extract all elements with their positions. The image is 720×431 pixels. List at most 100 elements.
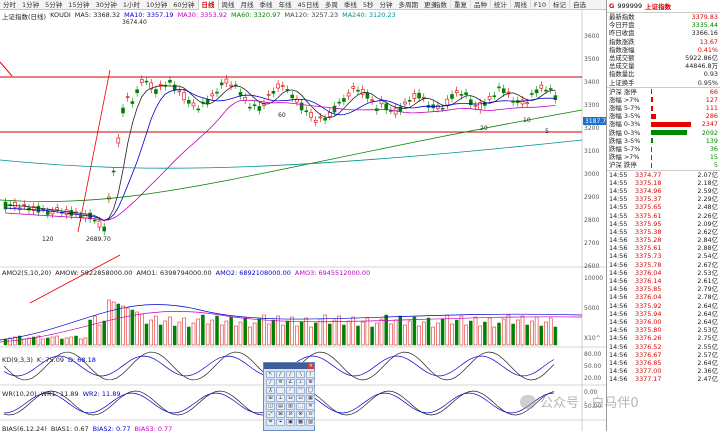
draw-tool-icon[interactable]: ↖ (266, 371, 275, 378)
volume-bar (436, 322, 440, 346)
tick-price: 3376.67 (635, 350, 662, 359)
draw-tool-icon[interactable]: ⌗ (266, 419, 275, 426)
toolbar-button[interactable]: 品种 (470, 0, 490, 10)
period-tab[interactable]: 10分钟 (145, 0, 168, 9)
breadth-row: 跌幅 >7% 15 (607, 153, 720, 161)
tick-row: 14:56 3377.17 2.47亿 (607, 375, 720, 383)
period-tab[interactable]: 周线 (221, 0, 235, 9)
period-tab[interactable]: 30分钟 (95, 0, 117, 9)
draw-tool-icon[interactable]: ⊗ (296, 411, 305, 418)
breadth-value: 127 (705, 95, 718, 104)
draw-tool-icon[interactable]: ▥ (286, 403, 295, 410)
period-tab[interactable]: 分钟 (379, 0, 393, 9)
tick-price: 3374.77 (635, 170, 662, 179)
volume-bar (398, 315, 403, 346)
candle (229, 84, 233, 87)
breadth-key: 跌幅 3-5% (609, 136, 641, 145)
candle (299, 102, 304, 111)
period-tab[interactable]: 15分钟 (68, 0, 90, 9)
breadth-value: 66 (709, 87, 718, 96)
toolbar-button[interactable]: 周线 (510, 0, 530, 10)
tick-amount: 2.55亿 (697, 342, 718, 351)
toolbar-button[interactable]: 重复 (450, 0, 470, 10)
candle (64, 209, 69, 216)
breadth-bar-track (643, 130, 698, 136)
breadth-row: 涨幅 5-7% 111 (607, 104, 720, 112)
draw-tool-icon[interactable]: ✕ (306, 403, 315, 410)
draw-tool-icon[interactable]: ⊥ (296, 379, 305, 386)
candle (548, 88, 553, 90)
period-tab[interactable]: 45日线 (297, 0, 319, 9)
candle (346, 92, 351, 97)
draw-tool-icon[interactable]: ▩ (296, 419, 305, 426)
draw-tool-icon[interactable]: ╱ (266, 379, 275, 386)
draw-tool-icon[interactable]: ▦ (306, 395, 315, 402)
period-tab[interactable]: 5秒 (362, 0, 374, 9)
volume-bar (525, 324, 529, 346)
candle (342, 98, 346, 102)
draw-tool-icon[interactable]: ╱ (286, 371, 295, 378)
draw-tool-icon[interactable]: ⊞ (266, 395, 275, 402)
volume-bar (46, 337, 50, 346)
draw-tool-icon[interactable]: ◫ (266, 403, 275, 410)
candle (252, 104, 257, 107)
draw-tool-icon[interactable]: ⤢ (266, 411, 275, 418)
period-tab[interactable]: 多周 (324, 0, 338, 9)
toolbar-button[interactable]: 统计 (490, 0, 510, 10)
period-tab[interactable]: 1小时 (122, 0, 140, 9)
period-tab[interactable]: 季线 (343, 0, 357, 9)
draw-tool-icon[interactable]: ▤ (276, 403, 285, 410)
draw-tool-icon[interactable]: ╱ (276, 371, 285, 378)
draw-tool-icon[interactable]: ⊡ (296, 395, 305, 402)
tick-list[interactable]: 14:55 3374.77 2.07亿 14:55 3375.18 2.18亿 14:55 3… (607, 169, 720, 384)
indicator-value: BIAS2: 0.77 (92, 425, 131, 431)
chart-area[interactable]: 3674.40 2689.70 120 60 20 10 5 3187.7 3600 3500 34… (0, 10, 606, 431)
palette-titlebar[interactable]: × (264, 363, 314, 369)
draw-tool-icon[interactable]: ∕ (306, 371, 315, 378)
period-tab[interactable]: 季线 (259, 0, 273, 9)
toolbar-button[interactable]: 指数 (430, 0, 450, 10)
draw-tool-icon[interactable]: ⊕ (306, 379, 315, 386)
draw-tool-icon[interactable]: ⟂ (276, 395, 285, 402)
period-tab[interactable]: 日线 (197, 0, 219, 10)
draw-tool-icon[interactable]: ⊘ (286, 411, 295, 418)
draw-tool-icon[interactable]: ⬚ (296, 403, 305, 410)
period-tab[interactable]: 月线 (240, 0, 254, 9)
draw-tool-icon[interactable]: ⊙ (306, 411, 315, 418)
volume-bar (205, 323, 210, 346)
draw-tool-icon[interactable]: ◠ (296, 387, 305, 394)
draw-tool-icon[interactable]: ◯ (306, 387, 315, 394)
period-tab[interactable]: 1分钟 (22, 0, 40, 9)
draw-tool-icon[interactable]: ≡ (276, 379, 285, 386)
candle (210, 93, 215, 97)
candle (332, 105, 337, 113)
drawing-tool-palette[interactable]: × ↖ ╱ ╱ ╲ ∕ ╱ ≡ ∠ ⊥ ⊕ ╳ ⌒ ⟋ ◠ ◯ ⊞ ⟂ ⊟ ⊡ ▦ ◫ ▤ ▥ ⬚ ✕ ⤢ ⊠ ⊘ ⊗ ⊙ ⌗ ⌖ ▣ ▩ ▨ (263, 362, 315, 431)
draw-tool-icon[interactable]: ╲ (296, 371, 305, 378)
candle (487, 96, 492, 100)
toolbar-button[interactable]: 标记 (549, 0, 569, 10)
quote-value: 3379.83 (691, 13, 718, 21)
draw-tool-icon[interactable]: ⌒ (276, 387, 285, 394)
price-axis-label: 3300 (584, 102, 599, 109)
volume-bar (144, 323, 149, 346)
draw-tool-icon[interactable]: ▨ (306, 419, 315, 426)
close-icon[interactable]: × (308, 363, 314, 369)
toolbar-button[interactable]: F10 (530, 0, 549, 10)
period-tab[interactable]: 年线 (278, 0, 292, 9)
breadth-bar (651, 146, 652, 152)
draw-tool-icon[interactable]: ╳ (266, 387, 275, 394)
draw-tool-icon[interactable]: ▣ (286, 419, 295, 426)
candle (196, 108, 200, 111)
period-tab[interactable]: 60分钟 (173, 0, 195, 9)
indicator-value: AMOW: 5922858000.00 (55, 269, 133, 277)
draw-tool-icon[interactable]: ⊟ (286, 395, 295, 402)
period-tab[interactable]: 5分钟 (45, 0, 63, 9)
period-tab[interactable]: 分时 (3, 0, 16, 9)
draw-tool-icon[interactable]: ⟋ (286, 387, 295, 394)
period-tab[interactable]: 多周期 (398, 0, 418, 9)
draw-tool-icon[interactable]: ⊠ (276, 411, 285, 418)
draw-tool-icon[interactable]: ∠ (286, 379, 295, 386)
draw-tool-icon[interactable]: ⌖ (276, 419, 285, 426)
toolbar-button[interactable]: 自选 (569, 0, 589, 10)
wr-axis-label: 50.00 (584, 403, 601, 410)
